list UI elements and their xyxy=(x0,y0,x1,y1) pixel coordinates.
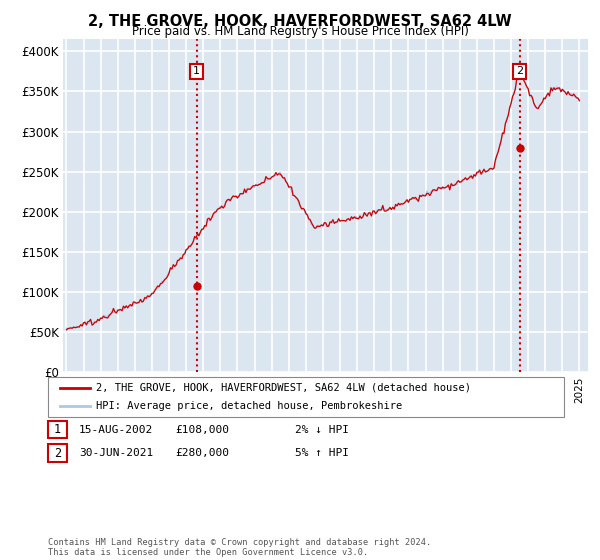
Text: 1: 1 xyxy=(193,66,200,76)
Text: Price paid vs. HM Land Registry's House Price Index (HPI): Price paid vs. HM Land Registry's House … xyxy=(131,25,469,38)
Text: £108,000: £108,000 xyxy=(175,424,229,435)
Text: 2, THE GROVE, HOOK, HAVERFORDWEST, SA62 4LW (detached house): 2, THE GROVE, HOOK, HAVERFORDWEST, SA62 … xyxy=(96,383,471,393)
Text: 1: 1 xyxy=(54,423,61,436)
Text: 2, THE GROVE, HOOK, HAVERFORDWEST, SA62 4LW: 2, THE GROVE, HOOK, HAVERFORDWEST, SA62 … xyxy=(88,14,512,29)
Text: 2% ↓ HPI: 2% ↓ HPI xyxy=(295,424,349,435)
Text: HPI: Average price, detached house, Pembrokeshire: HPI: Average price, detached house, Pemb… xyxy=(96,402,402,411)
Text: £280,000: £280,000 xyxy=(175,448,229,458)
Text: 2: 2 xyxy=(516,66,523,76)
Text: 30-JUN-2021: 30-JUN-2021 xyxy=(79,448,154,458)
Text: 15-AUG-2002: 15-AUG-2002 xyxy=(79,424,154,435)
Text: 2: 2 xyxy=(54,446,61,460)
Text: 5% ↑ HPI: 5% ↑ HPI xyxy=(295,448,349,458)
Text: Contains HM Land Registry data © Crown copyright and database right 2024.
This d: Contains HM Land Registry data © Crown c… xyxy=(48,538,431,557)
